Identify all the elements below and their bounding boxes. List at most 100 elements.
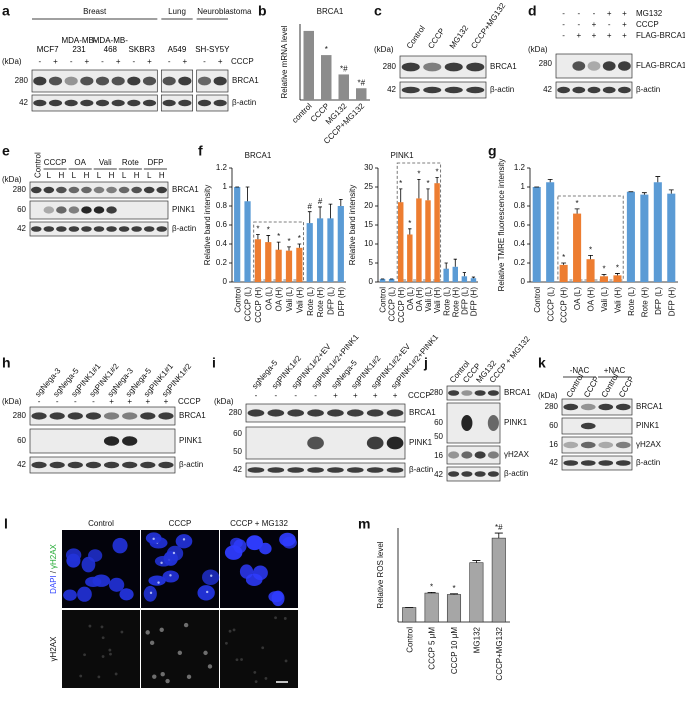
treatment-sign: + <box>622 20 627 29</box>
band <box>615 403 631 411</box>
y-tick-label: 10 <box>364 239 373 248</box>
size-marker: 42 <box>17 224 26 233</box>
y-tick-label: 0 <box>369 277 374 286</box>
band <box>131 226 142 232</box>
treatment-sign: + <box>109 397 114 406</box>
band <box>43 206 55 214</box>
row-label: DAPI /γH2AX <box>49 543 58 593</box>
band <box>401 86 420 94</box>
significance-mark: * <box>452 584 455 593</box>
size-marker: 42 <box>387 85 396 94</box>
group-label: CCCP <box>44 158 67 167</box>
band <box>131 186 142 194</box>
band <box>162 99 176 107</box>
size-marker: 280 <box>383 62 397 71</box>
band <box>587 86 601 94</box>
bar <box>491 537 506 623</box>
error-bar <box>449 593 459 595</box>
error-bar <box>307 211 312 224</box>
panel-letter: h <box>2 355 11 371</box>
size-marker: 60 <box>434 418 443 427</box>
band <box>448 471 460 477</box>
band <box>487 390 499 396</box>
band-label: BRCA1 <box>490 62 517 71</box>
foci <box>79 674 83 678</box>
bar <box>275 249 282 282</box>
x-tick-label: CCCP (H) <box>397 287 406 323</box>
x-tick-label: DFP (H) <box>337 287 346 317</box>
nucleus <box>148 575 166 586</box>
y-tick-label: 0.4 <box>514 239 526 248</box>
error-bar <box>668 189 674 194</box>
lane-label: Control <box>33 152 42 178</box>
treatment-label: CCCP <box>178 397 201 406</box>
band-label: β-actin <box>636 458 660 467</box>
error-bar <box>245 186 250 202</box>
x-tick-label: Rote (H) <box>316 287 325 318</box>
foci <box>228 629 232 633</box>
error-bar <box>444 262 448 269</box>
blot-strip <box>29 456 176 474</box>
size-marker: 42 <box>17 460 26 469</box>
x-tick-label: OA (L) <box>406 287 415 310</box>
panel-letter: c <box>374 3 382 19</box>
band <box>448 451 460 459</box>
band <box>563 460 579 466</box>
panel-letter: g <box>488 143 497 159</box>
band <box>31 186 42 194</box>
treatment-sign: - <box>255 391 258 400</box>
band <box>118 186 130 194</box>
bar <box>434 183 440 282</box>
band <box>178 99 192 107</box>
error-bar <box>256 234 260 240</box>
band <box>31 226 42 232</box>
nucleus <box>88 549 103 562</box>
band <box>31 412 47 420</box>
y-tick-label: 25 <box>364 182 373 191</box>
size-marker: 280 <box>13 185 27 194</box>
band <box>127 99 141 107</box>
band <box>327 467 344 473</box>
significance-mark: * <box>256 225 259 234</box>
x-tick-label: Rote (L) <box>306 287 315 316</box>
group-label: Breast <box>83 7 107 16</box>
band-label: PINK1 <box>636 421 660 430</box>
foci <box>206 590 209 594</box>
band-label: β-actin <box>232 98 256 107</box>
band <box>487 415 499 431</box>
y-tick-label: 0.8 <box>216 201 228 210</box>
size-marker: 280 <box>539 59 553 68</box>
x-tick-label: control <box>290 101 314 125</box>
treatment-sign: - <box>168 57 171 66</box>
x-tick-label: DFP (H) <box>470 287 479 317</box>
cell-line-box: A549 <box>168 45 187 54</box>
treatment-sign: - <box>314 391 317 400</box>
size-marker: 42 <box>543 85 552 94</box>
treatment-sign: - <box>562 31 565 40</box>
band <box>563 403 579 411</box>
band <box>386 436 404 450</box>
error-bar <box>328 203 333 219</box>
group-label: OA <box>74 158 86 167</box>
bar <box>356 88 367 100</box>
row-label: γH2AX <box>49 636 58 662</box>
band <box>67 461 83 469</box>
foci <box>157 581 160 584</box>
error-bar <box>615 273 620 276</box>
column-title: CCCP <box>169 519 192 528</box>
kda-label: (kDa) <box>214 397 234 406</box>
panel-letter: e <box>2 143 10 159</box>
x-tick-label: CCCP (L) <box>244 287 253 322</box>
column-title: Control <box>88 519 114 528</box>
blot-strip <box>561 398 633 416</box>
treatment-sign: + <box>393 391 398 400</box>
band <box>85 461 102 469</box>
bar <box>573 213 582 282</box>
cell-line-label: SKBR3 <box>128 45 155 54</box>
kda-label: (kDa) <box>2 397 22 406</box>
cell-line-box: MDA-MB-468 <box>93 36 128 54</box>
treatment-sign: + <box>218 57 223 66</box>
foci <box>100 625 104 629</box>
bar <box>316 218 324 282</box>
blot-strip <box>245 403 406 423</box>
